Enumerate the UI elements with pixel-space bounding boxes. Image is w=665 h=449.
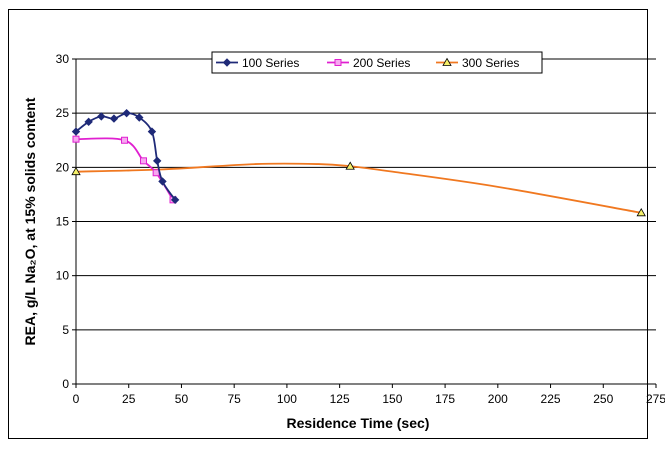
data-point bbox=[139, 157, 147, 165]
data-point bbox=[72, 135, 80, 143]
x-tick-label: 175 bbox=[435, 392, 455, 406]
x-tick-label: 250 bbox=[593, 392, 613, 406]
data-point bbox=[158, 177, 167, 186]
data-point bbox=[170, 195, 180, 205]
data-point bbox=[345, 161, 355, 170]
x-tick-label: 50 bbox=[175, 392, 189, 406]
x-tick-label: 150 bbox=[382, 392, 402, 406]
x-tick-label: 225 bbox=[541, 392, 561, 406]
legend-label: 200 Series bbox=[353, 56, 410, 70]
data-point bbox=[121, 136, 129, 144]
x-tick-label: 25 bbox=[122, 392, 136, 406]
data-point bbox=[122, 108, 131, 118]
data-point bbox=[147, 127, 157, 136]
legend-marker bbox=[334, 59, 342, 66]
y-tick-label: 5 bbox=[62, 323, 69, 337]
y-tick-label: 0 bbox=[62, 377, 69, 391]
data-point bbox=[109, 114, 119, 123]
chart-frame bbox=[8, 9, 648, 439]
y-tick-label: 15 bbox=[56, 215, 70, 229]
x-tick-label: 275 bbox=[646, 392, 665, 406]
series-line-100 bbox=[75, 112, 176, 201]
x-tick-label: 125 bbox=[330, 392, 350, 406]
y-axis-label: REA, g/L Na₂O, at 15% solids content bbox=[22, 97, 38, 345]
data-point bbox=[152, 156, 162, 166]
x-tick-label: 0 bbox=[73, 392, 80, 406]
y-tick-label: 20 bbox=[56, 160, 70, 174]
data-point bbox=[97, 112, 106, 121]
y-tick-label: 30 bbox=[56, 52, 70, 66]
x-tick-label: 200 bbox=[488, 392, 508, 406]
x-axis-label: Residence Time (sec) bbox=[287, 415, 430, 431]
y-tick-label: 25 bbox=[56, 106, 70, 120]
legend-box bbox=[211, 51, 543, 74]
data-point bbox=[636, 208, 646, 217]
legend-label: 300 Series bbox=[462, 56, 519, 70]
legend-label: 100 Series bbox=[242, 56, 299, 70]
legend-marker bbox=[222, 58, 232, 67]
data-point bbox=[71, 166, 81, 176]
x-tick-label: 75 bbox=[228, 392, 242, 406]
data-point bbox=[84, 117, 93, 127]
data-point bbox=[135, 113, 144, 122]
series-line-300 bbox=[75, 162, 642, 214]
data-point bbox=[152, 169, 160, 177]
legend-marker bbox=[442, 57, 452, 66]
y-tick-label: 10 bbox=[56, 269, 70, 283]
x-tick-label: 100 bbox=[277, 392, 297, 406]
data-point bbox=[71, 127, 81, 136]
